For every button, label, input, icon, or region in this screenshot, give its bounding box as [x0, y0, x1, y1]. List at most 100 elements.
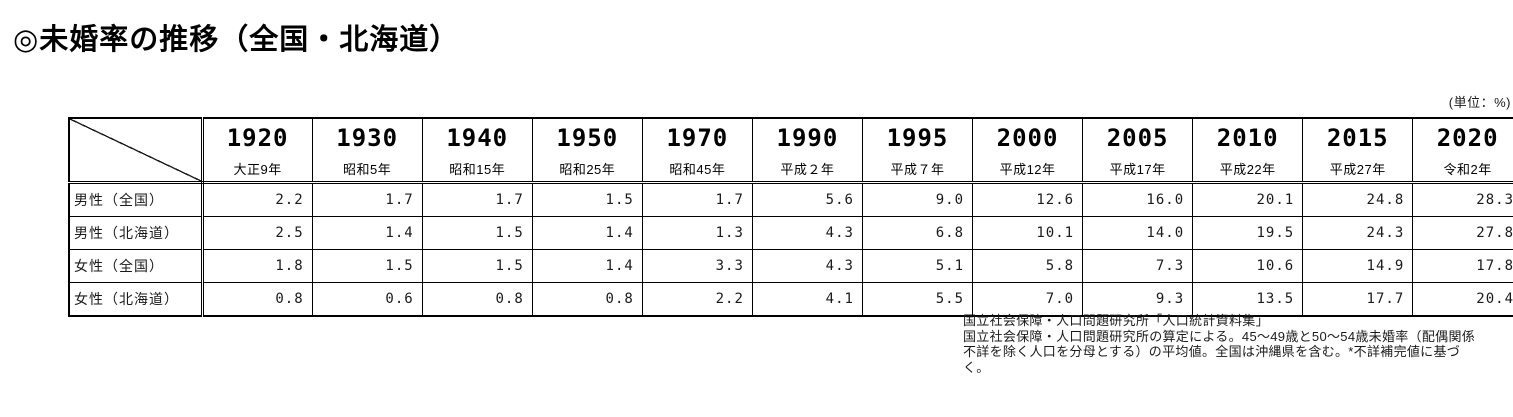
column-year: 1970: [666, 124, 729, 152]
page-title: ◎未婚率の推移（全国・北海道）: [13, 24, 460, 56]
value-cell: 1.5: [421, 249, 533, 283]
value-cell: 1.7: [641, 182, 753, 217]
value-cell: 24.3: [1302, 216, 1414, 250]
column-header-1970: 1970 昭和45年: [641, 117, 753, 184]
column-header-2020: 2020 令和2年: [1412, 117, 1513, 184]
column-era-label: 昭和5年: [343, 162, 392, 177]
table-row: 女性（全国） 1.8 1.5 1.5 1.4 3.3 4.3 5.1 5.8 7.3 10.6 14.…: [68, 249, 1513, 283]
value-cell: 5.6: [751, 182, 863, 217]
column-era-label: 昭和25年: [559, 162, 616, 177]
value-cell: 6.8: [861, 216, 974, 250]
value-cell: 3.3: [641, 249, 753, 283]
column-era-label: 平成12年: [999, 162, 1056, 177]
value-cell: 2.2: [641, 282, 753, 317]
source-note-line: 不詳を除く人口を分母とする）の平均値。全国は沖縄県を含む。*不詳補完値に基づ: [963, 344, 1461, 359]
value-cell: 9.0: [861, 182, 974, 217]
value-cell: 5.8: [972, 249, 1084, 283]
column-header-1950: 1950 昭和25年: [531, 117, 643, 184]
value-cell: 17.7: [1302, 282, 1414, 317]
value-cell: 5.5: [861, 282, 974, 317]
column-year: 2015: [1326, 124, 1389, 152]
value-cell: 1.5: [311, 249, 423, 283]
column-year: 1990: [776, 124, 839, 152]
value-cell: 10.1: [972, 216, 1084, 250]
column-era-label: 令和2年: [1443, 162, 1492, 177]
column-era-label: 平成22年: [1219, 162, 1276, 177]
value-cell: 4.3: [751, 249, 863, 283]
value-cell: 0.8: [201, 282, 313, 317]
value-cell: 2.5: [201, 216, 313, 250]
value-cell: 1.5: [421, 216, 533, 250]
source-note-line: 国立社会保障・人口問題研究所の算定による。45～49歳と50～54歳未婚率（配偶…: [963, 328, 1476, 344]
column-year: 1920: [226, 124, 289, 152]
value-cell: 17.8: [1412, 249, 1513, 283]
value-cell: 12.6: [972, 182, 1084, 217]
header-row: 1920 大正9年 1930 昭和5年 1940 昭和15年 1950 昭和25年 1970 昭和…: [68, 117, 1513, 184]
row-label: 男性（北海道）: [68, 216, 204, 250]
column-header-1940: 1940 昭和15年: [421, 117, 533, 184]
column-year: 2020: [1436, 124, 1499, 152]
column-header-2005: 2005 平成17年: [1082, 117, 1194, 184]
unit-label: (単位：%): [1448, 95, 1511, 110]
row-label: 女性（全国）: [68, 249, 204, 283]
source-note-line: 国立社会保障・人口問題研究所「人口統計資料集」: [963, 313, 1269, 328]
value-cell: 0.8: [531, 282, 643, 317]
value-cell: 27.8: [1412, 216, 1513, 250]
value-cell: 28.3: [1412, 182, 1513, 217]
column-year: 2005: [1106, 124, 1169, 152]
value-cell: 5.1: [861, 249, 974, 283]
value-cell: 9.3: [1082, 282, 1194, 317]
value-cell: 0.6: [311, 282, 423, 317]
value-cell: 1.4: [311, 216, 423, 250]
value-cell: 10.6: [1192, 249, 1304, 283]
column-year: 1950: [556, 124, 619, 152]
value-cell: 20.1: [1192, 182, 1304, 217]
column-header-1990: 1990 平成２年: [751, 117, 863, 184]
value-cell: 16.0: [1082, 182, 1194, 217]
table-header: 1920 大正9年 1930 昭和5年 1940 昭和15年 1950 昭和25年 1970 昭和…: [68, 117, 1513, 184]
value-cell: 0.8: [421, 282, 533, 317]
value-cell: 4.3: [751, 216, 863, 250]
source-note: 国立社会保障・人口問題研究所「人口統計資料集」 国立社会保障・人口問題研究所の算定…: [963, 313, 1475, 375]
value-cell: 19.5: [1192, 216, 1304, 250]
column-era-label: 平成７年: [890, 162, 945, 177]
value-cell: 4.1: [751, 282, 863, 317]
column-year: 1995: [886, 124, 949, 152]
table-row: 男性（北海道） 2.5 1.4 1.5 1.4 1.3 4.3 6.8 10.1 14.0 19.5…: [68, 216, 1513, 250]
column-era-label: 大正9年: [233, 162, 282, 177]
value-cell: 1.4: [531, 216, 643, 250]
row-label: 女性（北海道）: [68, 282, 204, 317]
column-era-label: 昭和45年: [669, 162, 726, 177]
value-cell: 1.8: [201, 249, 313, 283]
column-era-label: 平成17年: [1109, 162, 1166, 177]
column-header-2010: 2010 平成22年: [1192, 117, 1304, 184]
column-header-1920: 1920 大正9年: [201, 117, 313, 184]
column-year: 1940: [446, 124, 509, 152]
value-cell: 7.3: [1082, 249, 1194, 283]
table-row: 女性（北海道） 0.8 0.6 0.8 0.8 2.2 4.1 5.5 7.0 9.3 13.5 17…: [68, 282, 1513, 317]
column-header-2015: 2015 平成27年: [1302, 117, 1414, 184]
value-cell: 1.7: [421, 182, 533, 217]
column-year: 2010: [1216, 124, 1279, 152]
column-header-2000: 2000 平成12年: [972, 117, 1084, 184]
column-era-label: 平成27年: [1329, 162, 1386, 177]
table-row: 男性（全国） 2.2 1.7 1.7 1.5 1.7 5.6 9.0 12.6 16.0 20.1 2…: [68, 182, 1513, 217]
value-cell: 14.9: [1302, 249, 1414, 283]
column-header-1930: 1930 昭和5年: [311, 117, 423, 184]
value-cell: 13.5: [1192, 282, 1304, 317]
value-cell: 14.0: [1082, 216, 1194, 250]
column-year: 2000: [996, 124, 1059, 152]
value-cell: 7.0: [972, 282, 1084, 317]
value-cell: 2.2: [201, 182, 313, 217]
table-container: 1920 大正9年 1930 昭和5年 1940 昭和15年 1950 昭和25年 1970 昭和…: [68, 117, 1513, 317]
corner-cell-diagonal: [68, 117, 204, 184]
value-cell: 24.8: [1302, 182, 1414, 217]
value-cell: 1.4: [531, 249, 643, 283]
value-cell: 1.5: [531, 182, 643, 217]
column-year: 1930: [336, 124, 399, 152]
source-note-line: く。: [963, 359, 990, 375]
value-cell: 1.3: [641, 216, 753, 250]
value-cell: 20.4: [1412, 282, 1513, 317]
unmarried-rate-table: 1920 大正9年 1930 昭和5年 1940 昭和15年 1950 昭和25年 1970 昭和…: [68, 117, 1513, 317]
